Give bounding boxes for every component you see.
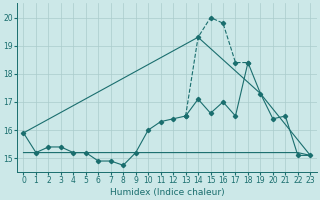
X-axis label: Humidex (Indice chaleur): Humidex (Indice chaleur) bbox=[109, 188, 224, 197]
